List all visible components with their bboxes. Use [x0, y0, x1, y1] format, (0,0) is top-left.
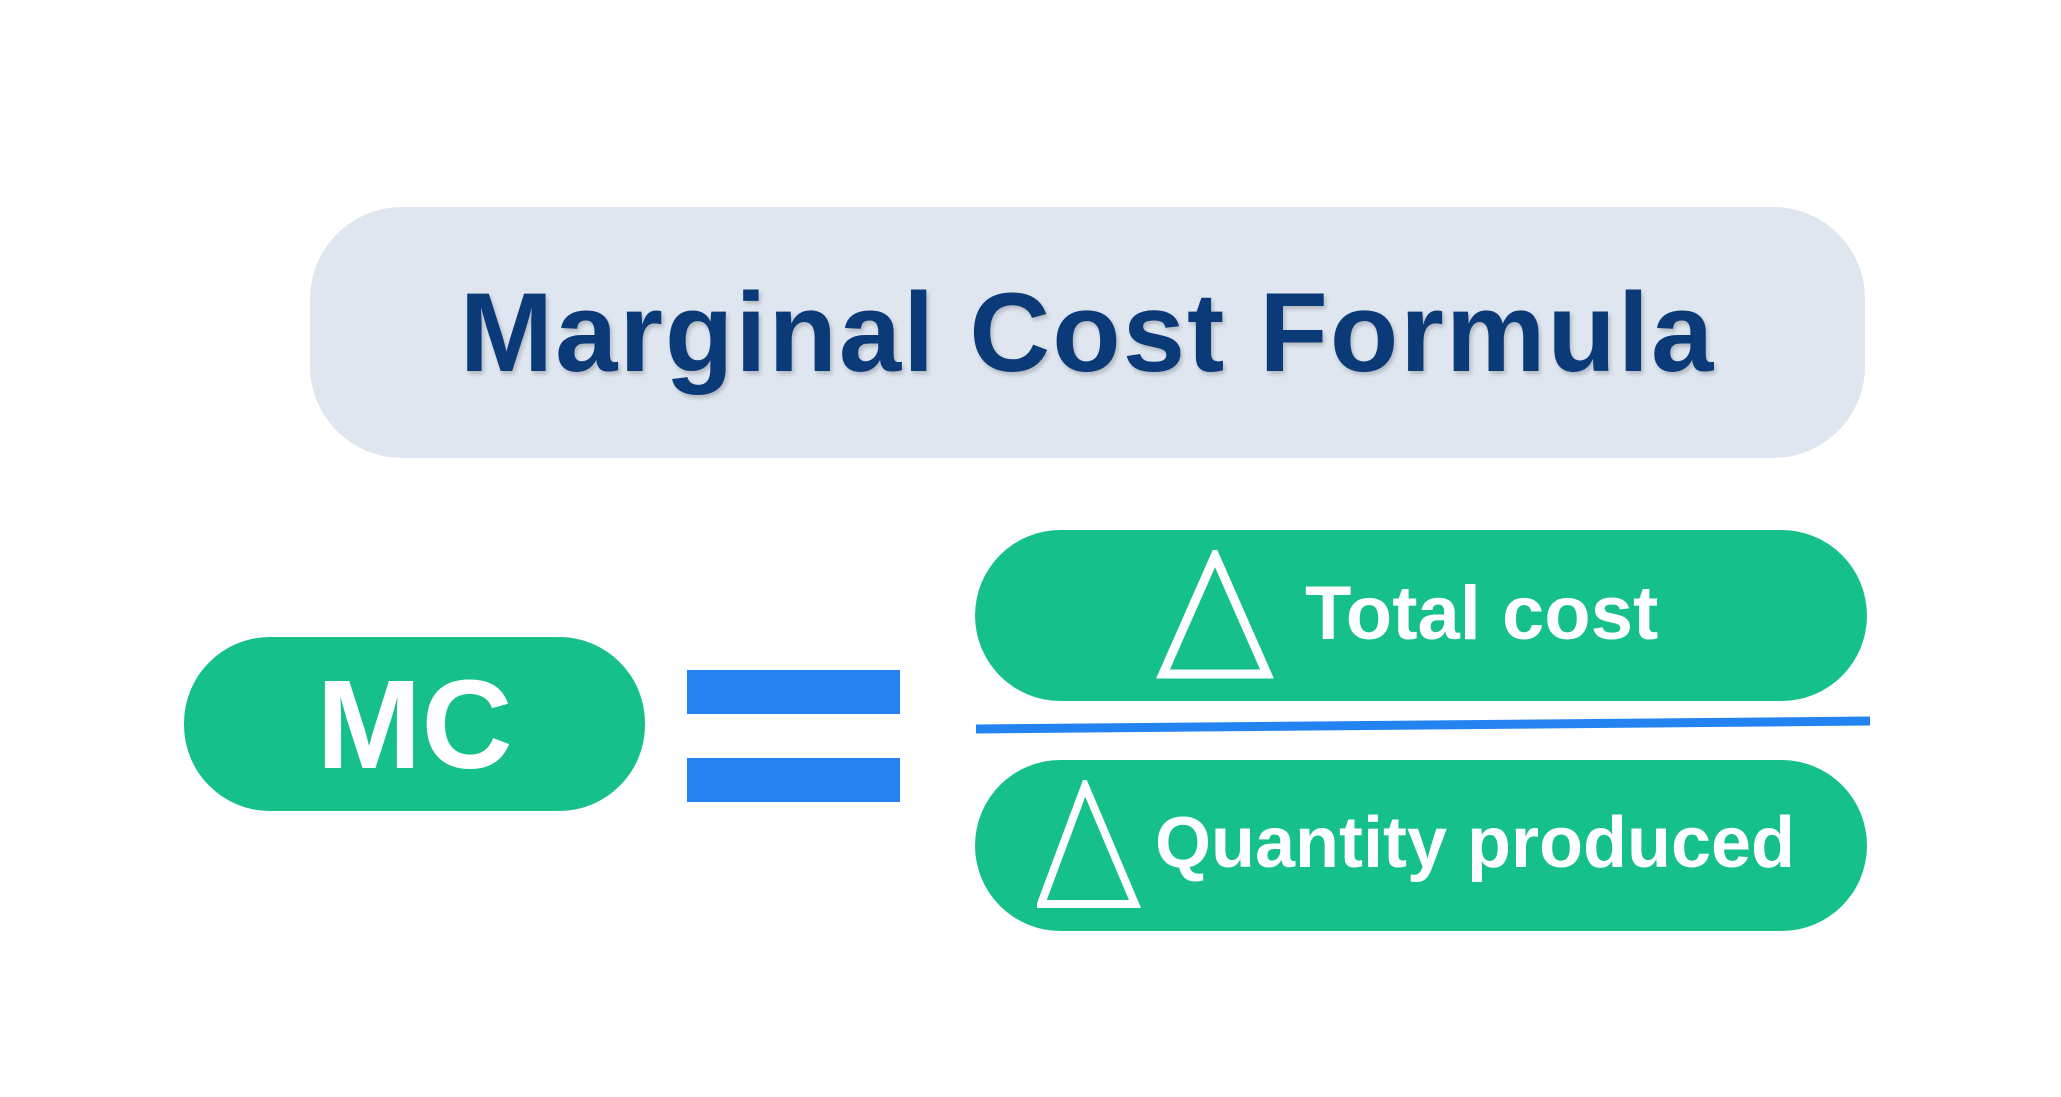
title-banner: Marginal Cost Formula: [310, 207, 1865, 458]
equals-top-bar: [687, 670, 900, 714]
mc-pill: MC: [184, 637, 645, 811]
title-text: Marginal Cost Formula: [459, 270, 1716, 395]
denominator-label: Quantity produced: [1155, 803, 1796, 883]
denominator-pill: Quantity produced: [975, 760, 1867, 931]
delta-triangle-icon: [1037, 780, 1142, 908]
numerator-pill: Total cost: [975, 530, 1867, 701]
equals-bottom-bar: [687, 758, 900, 802]
delta-triangle-icon: [1156, 550, 1274, 679]
fraction-line: [975, 716, 1871, 734]
numerator-label: Total cost: [1305, 571, 1659, 656]
mc-label: MC: [316, 653, 513, 795]
